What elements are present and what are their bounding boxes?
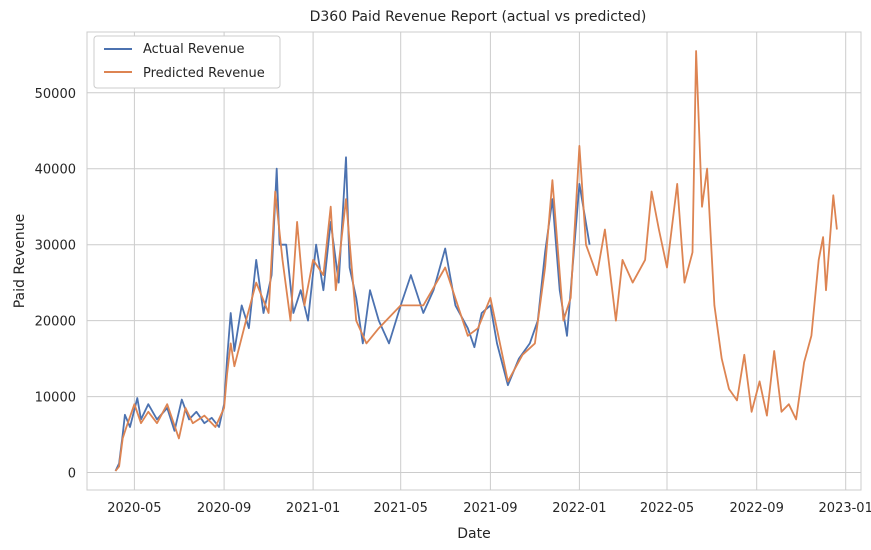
x-tick-label: 2020-09 [197, 501, 251, 516]
x-axis-label: Date [457, 526, 490, 542]
legend-label-actual: Actual Revenue [143, 42, 244, 57]
chart-title: D360 Paid Revenue Report (actual vs pred… [310, 9, 647, 25]
grid [87, 32, 861, 490]
x-tick-label: 2020-05 [107, 501, 161, 516]
legend-box [93, 35, 281, 89]
ticks-group: 2020-05 2020-09 2021-01 2021-05 2021-09 2022-… [35, 87, 871, 516]
y-axis-label: Paid Revenue [12, 214, 28, 309]
series-line-predicted [114, 50, 838, 472]
x-tick-label: 2022-05 [640, 501, 694, 516]
y-tick-label: 30000 [35, 239, 76, 254]
x-tick-label: 2021-09 [463, 501, 517, 516]
x-tick-label: 2021-05 [374, 501, 428, 516]
y-tick-label: 50000 [35, 87, 76, 102]
x-tick-label: 2022-09 [730, 501, 784, 516]
x-tick-label: 2022-01 [552, 501, 606, 516]
series-line-actual [114, 156, 591, 472]
x-tick-label: 2023-01 [819, 501, 871, 516]
y-tick-label: 10000 [35, 391, 76, 406]
plot-area [86, 31, 862, 491]
series-group [114, 50, 838, 472]
y-tick-label: 20000 [35, 315, 76, 330]
legend: Actual Revenue Predicted Revenue [93, 35, 281, 89]
y-tick-label: 40000 [35, 163, 76, 178]
legend-label-predicted: Predicted Revenue [143, 66, 265, 81]
y-tick-label: 0 [68, 467, 76, 482]
x-tick-label: 2021-01 [286, 501, 340, 516]
